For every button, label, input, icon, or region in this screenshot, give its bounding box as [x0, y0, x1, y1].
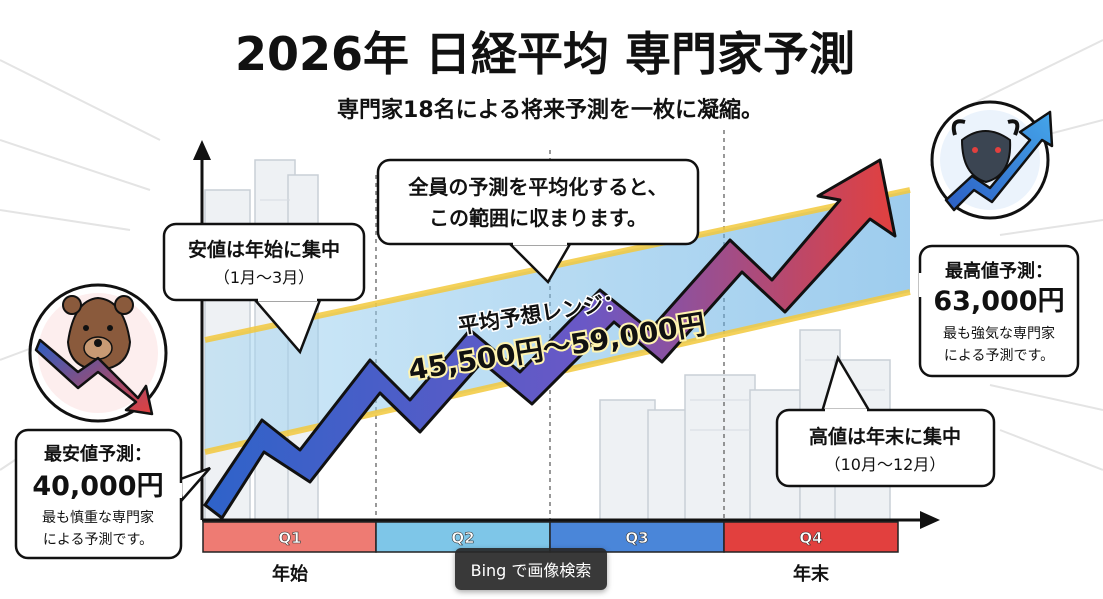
callout-early-low-period: （1月〜3月）	[214, 268, 314, 287]
callout-average-line2: この範囲に収まります。	[429, 206, 647, 230]
callout-average: 全員の予測を平均化すると、 この範囲に収まります。	[376, 158, 700, 285]
highest-forecast-value: 63,000円	[933, 286, 1064, 317]
lowest-forecast-note-2: による予測です。	[43, 532, 153, 548]
chart-axes	[193, 140, 940, 529]
highest-forecast-note-1: 最も強気な専門家	[943, 325, 1055, 342]
quarter-label-q3: Q3	[625, 529, 648, 547]
page-subtitle: 専門家18名による将来予測を一枚に凝縮。	[337, 97, 763, 123]
callout-early-low: 安値は年始に集中 （1月〜3月）	[162, 222, 366, 355]
axis-end-label: 年末	[793, 563, 830, 585]
quarter-label-q4: Q4	[799, 529, 822, 547]
lowest-forecast-box: 最安値予測： 40,000円 最も慎重な専門家 による予測です。	[14, 428, 211, 560]
callout-early-low-title: 安値は年始に集中	[188, 238, 340, 261]
callout-late-high-period: （10月〜12月）	[825, 455, 946, 474]
quarter-q3	[549, 521, 725, 553]
highest-forecast-label: 最高値予測：	[945, 260, 1053, 282]
callout-average-line1: 全員の予測を平均化すると、	[407, 175, 667, 199]
page-title: 2026年 日経平均 専門家予測	[235, 27, 855, 81]
callout-late-high: 高値は年末に集中 （10月〜12月）	[775, 354, 996, 488]
lowest-forecast-note-1: 最も慎重な専門家	[42, 509, 154, 526]
quarter-q4	[723, 521, 899, 553]
highest-forecast-box: 最高値予測： 63,000円 最も強気な専門家 による予測です。	[918, 244, 1080, 378]
quarter-label-q1: Q1	[278, 529, 301, 547]
lowest-forecast-value: 40,000円	[32, 471, 163, 502]
highest-forecast-note-2: による予測です。	[944, 348, 1054, 364]
callout-late-high-title: 高値は年末に集中	[809, 425, 961, 448]
quarter-label-q2: Q2	[451, 529, 474, 547]
axis-start-label: 年始	[272, 563, 308, 585]
bear-down-icon	[28, 283, 168, 423]
bull-up-icon	[930, 100, 1054, 220]
quarter-bar: Q1 Q2 Q3 Q4	[202, 521, 899, 553]
lowest-forecast-label: 最安値予測：	[44, 443, 152, 465]
bing-visual-search-button[interactable]: Bing で画像検索	[455, 548, 607, 590]
trend-arrow	[203, 158, 897, 520]
